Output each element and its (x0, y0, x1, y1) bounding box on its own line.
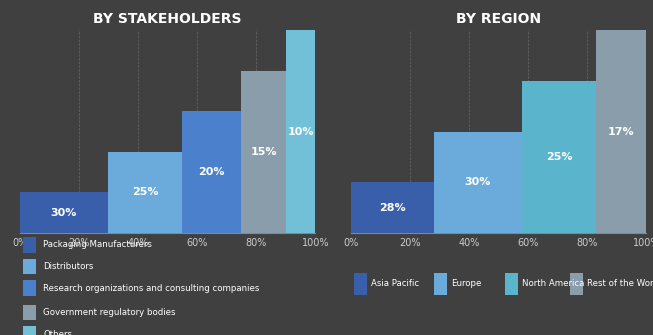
FancyBboxPatch shape (23, 237, 36, 253)
Bar (20, 193, 108, 233)
Text: 25%: 25% (546, 152, 573, 162)
Bar (182, 111, 242, 233)
Text: Rest of the World: Rest of the World (587, 279, 653, 288)
Text: 17%: 17% (608, 127, 635, 137)
Text: 15%: 15% (250, 147, 277, 157)
Text: Packaging Manufacturers: Packaging Manufacturers (43, 240, 152, 249)
Text: 30%: 30% (51, 208, 77, 218)
Bar (596, 30, 646, 233)
Text: 25%: 25% (132, 188, 159, 198)
Text: Asia Pacific: Asia Pacific (372, 279, 420, 288)
Title: BY REGION: BY REGION (456, 12, 541, 26)
Text: Distributors: Distributors (43, 262, 93, 271)
FancyBboxPatch shape (505, 272, 518, 295)
FancyBboxPatch shape (434, 272, 447, 295)
Bar (434, 132, 522, 233)
Text: 10%: 10% (287, 127, 313, 137)
Text: Government regulatory bodies: Government regulatory bodies (43, 308, 176, 317)
Text: 30%: 30% (465, 177, 491, 187)
Bar (242, 71, 286, 233)
Bar (351, 182, 434, 233)
FancyBboxPatch shape (569, 272, 583, 295)
Bar (286, 30, 315, 233)
FancyBboxPatch shape (23, 280, 36, 296)
Text: Others: Others (43, 330, 72, 335)
Text: 28%: 28% (379, 203, 406, 213)
Bar (108, 152, 182, 233)
Text: Research organizations and consulting companies: Research organizations and consulting co… (43, 284, 260, 293)
FancyBboxPatch shape (23, 326, 36, 335)
Bar (522, 81, 596, 233)
FancyBboxPatch shape (23, 259, 36, 274)
Text: North America: North America (522, 279, 584, 288)
FancyBboxPatch shape (354, 272, 367, 295)
Title: BY STAKEHOLDERS: BY STAKEHOLDERS (93, 12, 242, 26)
Text: 20%: 20% (199, 167, 225, 177)
Text: Europe: Europe (451, 279, 482, 288)
FancyBboxPatch shape (23, 305, 36, 320)
